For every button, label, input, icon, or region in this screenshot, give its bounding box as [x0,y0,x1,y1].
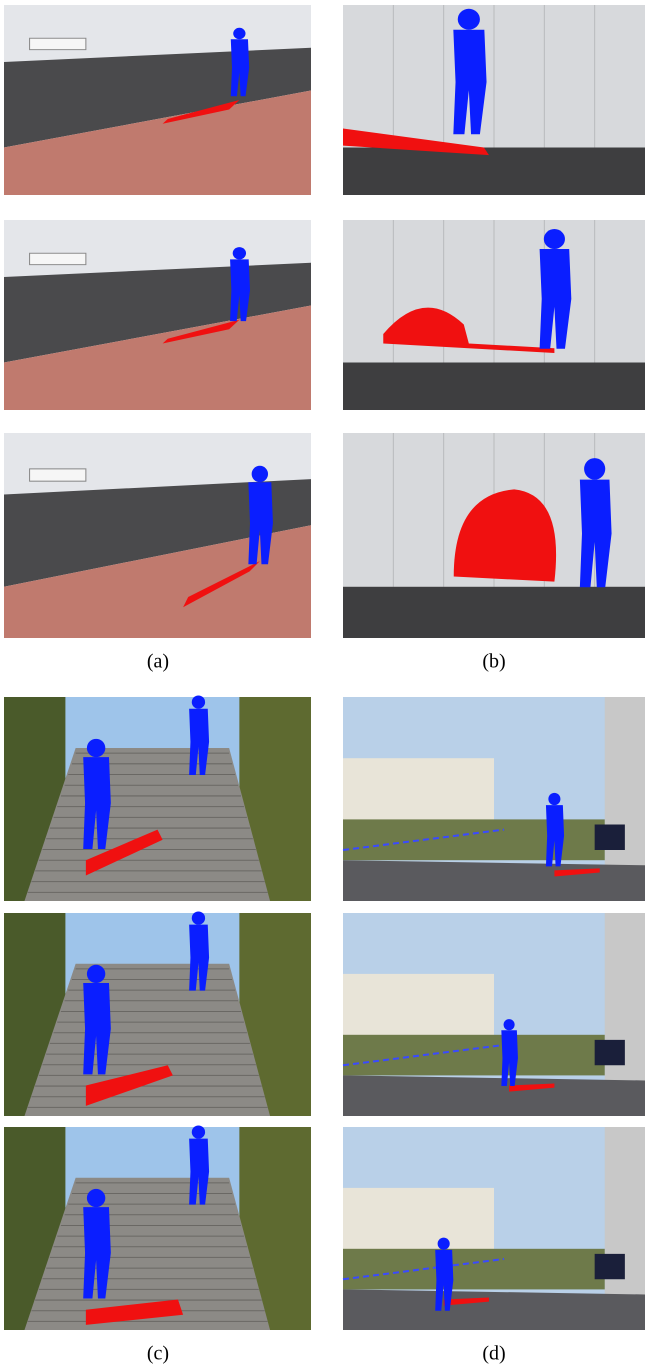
building-left [343,974,494,1045]
car [595,825,625,851]
image-panel [343,697,645,901]
building-left [343,1188,494,1259]
car [595,1040,625,1065]
bench [30,38,86,49]
road [343,148,645,196]
panel-label: (d) [482,1343,505,1365]
image-panel [4,220,311,410]
image-panel [343,5,645,195]
road [343,587,645,638]
panel-label: (a) [147,651,169,673]
bench [30,469,86,481]
building-left [343,758,494,829]
figure: (a) (b) (c) (d) [0,0,647,1372]
person-head [504,1019,515,1030]
road [343,1075,645,1116]
image-panel [4,1125,311,1330]
person-head [544,229,565,249]
car [595,1254,625,1279]
person-head [584,458,605,480]
person-head [233,247,246,259]
image-panel [4,5,311,195]
slope [343,1035,605,1076]
road [343,363,645,411]
person-head [192,1125,205,1138]
person-head [192,695,205,708]
road [343,1289,645,1330]
person-head [548,793,560,805]
image-panel [343,220,645,410]
image-panel [343,433,645,638]
image-panel [4,433,311,638]
person-head [87,965,105,983]
person-head [87,739,105,757]
slope [343,819,605,860]
person-head [87,1189,105,1207]
panel-label: (c) [147,1343,169,1365]
slope [343,1249,605,1290]
person-head [438,1238,450,1250]
person-head [233,28,245,39]
person-head [458,9,480,30]
image-panel [4,911,311,1116]
panel-label: (b) [482,651,505,673]
bench [30,253,86,264]
person-head [252,466,268,482]
person-head [192,911,205,924]
image-panel [343,913,645,1116]
road [343,860,645,901]
image-panel [4,695,311,901]
image-panel [343,1127,645,1330]
